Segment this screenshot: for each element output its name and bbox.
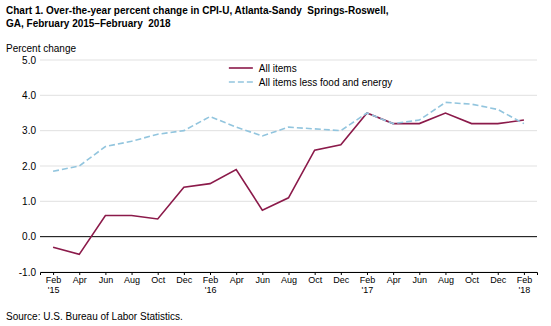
series-line — [53, 102, 524, 171]
y-tick: 3.0 — [22, 125, 40, 136]
grid-line — [40, 95, 537, 96]
x-tick-label-line: Aug — [438, 275, 454, 285]
grid-line — [40, 201, 537, 202]
legend-item: All items — [229, 63, 297, 74]
y-tick-label: 3.0 — [22, 125, 36, 136]
y-tick-label: -1.0 — [19, 267, 37, 278]
series-line — [53, 113, 524, 254]
x-tick-label: Aug — [438, 275, 454, 285]
y-tick-label: 1.0 — [22, 196, 36, 207]
x-tick: Aug — [124, 272, 140, 285]
x-tick-label-line: Dec — [176, 275, 193, 285]
grid-line — [40, 236, 537, 237]
x-tick: Aug — [438, 272, 454, 285]
x-tick: Apr — [73, 272, 87, 285]
x-tick: Jun — [99, 272, 114, 285]
x-tick: Dec — [333, 272, 350, 285]
x-tick-label-line: Apr — [230, 275, 244, 285]
x-tick-label: Apr — [73, 275, 87, 285]
x-tick: Dec — [176, 272, 193, 285]
x-tick-label-line: Dec — [490, 275, 507, 285]
x-tick-label: Feb'18 — [517, 275, 533, 294]
x-tick: Oct — [308, 272, 323, 285]
x-tick-label: Oct — [465, 275, 480, 285]
x-tick-label: Oct — [151, 275, 166, 285]
legend-swatch — [229, 67, 253, 69]
x-tick: Feb'17 — [360, 272, 376, 295]
title: Chart 1. Over-the-year percent change in… — [6, 5, 389, 29]
x-tick-label: Feb'15 — [46, 275, 62, 294]
x-tick: Dec — [490, 272, 507, 285]
y-axis-label: Percent change — [6, 43, 76, 54]
x-tick-label-line: '16 — [205, 285, 217, 295]
x-tick-label: Aug — [124, 275, 140, 285]
y-tick-label: 2.0 — [22, 161, 36, 172]
x-tick-label: Feb'17 — [360, 275, 376, 294]
x-tick-label-line: '18 — [519, 285, 531, 295]
x-tick: Feb'15 — [46, 272, 62, 295]
title-line: Chart 1. Over-the-year percent change in… — [6, 5, 389, 16]
legend-label: All items — [259, 63, 297, 74]
annotation: Source: U.S. Bureau of Labor Statistics. — [6, 311, 183, 322]
y-axis: -1.0 0.0 1.0 2.0 3.0 4.0 5.0 — [19, 55, 41, 278]
grid-line — [40, 60, 537, 61]
x-tick-label: Oct — [308, 275, 323, 285]
x-tick-label-line: Oct — [465, 275, 480, 285]
x-tick-label: Jun — [99, 275, 114, 285]
x-tick-label-line: Aug — [124, 275, 140, 285]
x-tick-label-line: Dec — [333, 275, 350, 285]
y-tick-label: 4.0 — [22, 90, 36, 101]
grid-line — [40, 130, 537, 131]
grid-line — [40, 166, 537, 167]
x-tick-label: Apr — [387, 275, 401, 285]
legend: All items All items less food and energy — [229, 63, 392, 88]
legend-label: All items less food and energy — [259, 77, 392, 88]
x-tick-label: Feb'16 — [203, 275, 219, 294]
x-tick-label-line: Jun — [256, 275, 271, 285]
x-tick-label: Dec — [333, 275, 350, 285]
x-tick-label: Dec — [490, 275, 507, 285]
x-tick-label-line: Aug — [281, 275, 297, 285]
y-tick-label: 0.0 — [22, 231, 36, 242]
x-tick: Jun — [256, 272, 271, 285]
x-tick-label-line: Oct — [308, 275, 323, 285]
x-tick-label: Apr — [230, 275, 244, 285]
y-tick: 2.0 — [22, 161, 40, 172]
series-group — [53, 102, 524, 254]
x-tick-label-line: Apr — [73, 275, 87, 285]
x-axis: Feb'15 Apr Jun Aug Oct Dec Feb'16 Apr Jun Aug Oct D… — [41, 272, 538, 295]
x-tick-label-line: Oct — [151, 275, 166, 285]
x-tick-label-line: '17 — [362, 285, 374, 295]
x-tick-label-line: Apr — [387, 275, 401, 285]
y-axis-line — [40, 61, 41, 273]
x-tick: Oct — [151, 272, 166, 285]
chart: Chart 1. Over-the-year percent change in… — [0, 0, 551, 326]
x-tick: Feb'18 — [517, 272, 533, 295]
y-tick-label: 5.0 — [22, 55, 36, 66]
y-tick: -1.0 — [19, 267, 40, 278]
plot: -1.0 0.0 1.0 2.0 3.0 4.0 5.0 Feb'15 Apr Jun Aug Oct… — [19, 55, 538, 295]
y-tick: 0.0 — [22, 231, 40, 242]
x-tick: Apr — [387, 272, 401, 285]
y-tick: 4.0 — [22, 90, 40, 101]
x-tick: Oct — [465, 272, 480, 285]
x-tick: Feb'16 — [203, 272, 219, 295]
x-tick: Jun — [413, 272, 428, 285]
x-tick-label: Aug — [281, 275, 297, 285]
x-tick-label: Jun — [413, 275, 428, 285]
x-tick: Aug — [281, 272, 297, 285]
legend-swatch — [229, 81, 253, 83]
x-tick-label: Jun — [256, 275, 271, 285]
y-tick: 1.0 — [22, 196, 40, 207]
x-tick-label-line: '15 — [48, 285, 60, 295]
x-tick-label: Dec — [176, 275, 193, 285]
x-tick-label-line: Jun — [413, 275, 428, 285]
legend-item: All items less food and energy — [229, 77, 392, 88]
y-tick: 5.0 — [22, 55, 40, 66]
x-tick-label-line: Jun — [99, 275, 114, 285]
grid — [40, 60, 537, 272]
x-tick: Apr — [230, 272, 244, 285]
title-line: GA, February 2015–February 2018 — [6, 18, 171, 29]
